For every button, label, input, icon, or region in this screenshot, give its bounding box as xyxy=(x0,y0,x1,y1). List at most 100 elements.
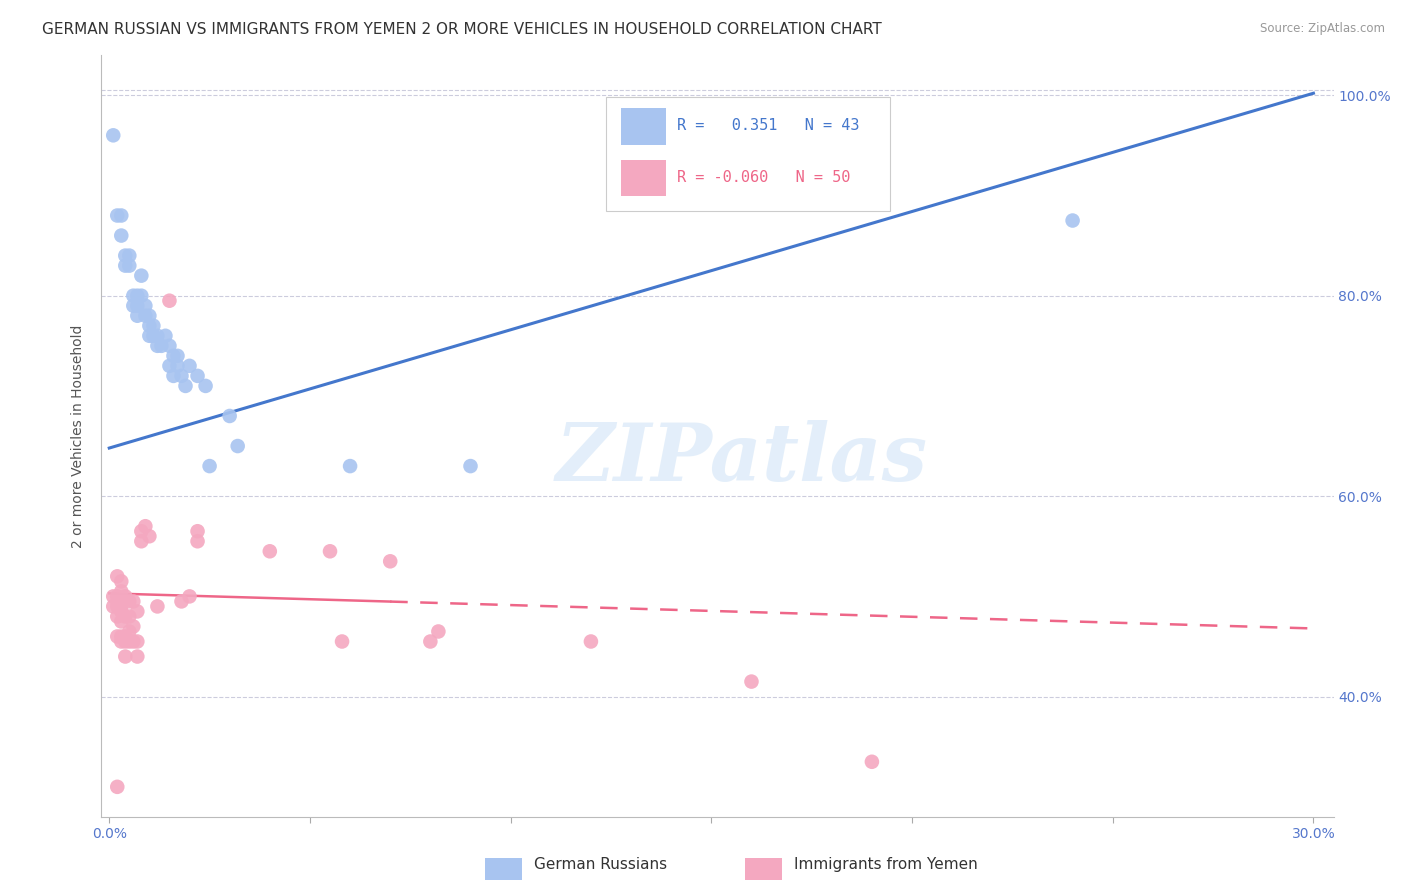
Text: Source: ZipAtlas.com: Source: ZipAtlas.com xyxy=(1260,22,1385,36)
Point xyxy=(259,544,281,558)
Point xyxy=(179,359,201,373)
Point xyxy=(103,599,125,614)
Point xyxy=(114,630,136,644)
Point xyxy=(419,634,441,648)
Point xyxy=(105,590,128,604)
Point xyxy=(114,649,136,664)
Point xyxy=(131,268,153,283)
Point xyxy=(218,409,240,423)
Point xyxy=(114,609,136,624)
Point xyxy=(105,609,128,624)
Point xyxy=(187,368,209,383)
Point xyxy=(118,594,141,608)
Point xyxy=(142,318,165,333)
Point xyxy=(319,544,342,558)
Point xyxy=(166,349,188,363)
FancyBboxPatch shape xyxy=(621,109,665,145)
Point xyxy=(114,249,136,263)
Point xyxy=(138,309,160,323)
Point xyxy=(110,228,132,243)
Point xyxy=(155,328,177,343)
Point xyxy=(131,534,153,549)
Point xyxy=(122,299,145,313)
Point xyxy=(740,674,762,689)
Point xyxy=(427,624,450,639)
Point xyxy=(122,288,145,302)
Point xyxy=(860,755,883,769)
Point xyxy=(380,554,402,568)
Point xyxy=(118,259,141,273)
Point xyxy=(118,609,141,624)
Point xyxy=(170,368,193,383)
Point xyxy=(122,594,145,608)
Text: R = -0.060   N = 50: R = -0.060 N = 50 xyxy=(676,170,851,186)
FancyBboxPatch shape xyxy=(621,160,665,196)
Point xyxy=(150,339,173,353)
Point xyxy=(142,328,165,343)
Point xyxy=(118,249,141,263)
Point xyxy=(138,318,160,333)
Point xyxy=(122,619,145,633)
Point xyxy=(159,293,181,308)
Point xyxy=(330,634,353,648)
Point xyxy=(226,439,249,453)
Point xyxy=(114,634,136,648)
Text: German Russians: German Russians xyxy=(534,857,668,872)
Text: R =   0.351   N = 43: R = 0.351 N = 43 xyxy=(676,119,859,134)
Point xyxy=(105,780,128,794)
Point xyxy=(138,529,160,543)
Point xyxy=(110,584,132,599)
Point xyxy=(105,594,128,608)
Point xyxy=(187,524,209,539)
Point xyxy=(166,359,188,373)
Point xyxy=(114,259,136,273)
FancyBboxPatch shape xyxy=(606,97,890,211)
Text: ZIPatlas: ZIPatlas xyxy=(555,420,928,498)
Point xyxy=(146,599,169,614)
Point xyxy=(138,328,160,343)
Point xyxy=(114,590,136,604)
Point xyxy=(103,128,125,143)
Point xyxy=(187,534,209,549)
Point xyxy=(127,604,149,618)
Text: GERMAN RUSSIAN VS IMMIGRANTS FROM YEMEN 2 OR MORE VEHICLES IN HOUSEHOLD CORRELAT: GERMAN RUSSIAN VS IMMIGRANTS FROM YEMEN … xyxy=(42,22,882,37)
Point xyxy=(159,339,181,353)
Point xyxy=(162,349,184,363)
Point xyxy=(174,379,197,393)
Point xyxy=(146,328,169,343)
Point xyxy=(179,590,201,604)
Point xyxy=(134,309,156,323)
Point xyxy=(103,590,125,604)
Point xyxy=(110,209,132,223)
Point xyxy=(579,634,602,648)
Point xyxy=(127,634,149,648)
Point xyxy=(1062,213,1084,227)
Point xyxy=(170,594,193,608)
Point xyxy=(110,634,132,648)
Point xyxy=(118,624,141,639)
Point xyxy=(131,524,153,539)
Point xyxy=(127,299,149,313)
Point xyxy=(460,459,482,474)
Point xyxy=(159,359,181,373)
Point xyxy=(110,615,132,629)
Point xyxy=(339,459,361,474)
Text: Immigrants from Yemen: Immigrants from Yemen xyxy=(794,857,979,872)
Point xyxy=(110,630,132,644)
Point xyxy=(134,299,156,313)
Point xyxy=(110,604,132,618)
Point xyxy=(127,309,149,323)
Point xyxy=(162,368,184,383)
Point xyxy=(198,459,221,474)
Point xyxy=(131,288,153,302)
Point xyxy=(127,288,149,302)
Point xyxy=(118,634,141,648)
Point xyxy=(194,379,217,393)
Point xyxy=(146,339,169,353)
Point xyxy=(122,634,145,648)
Point xyxy=(105,630,128,644)
Y-axis label: 2 or more Vehicles in Household: 2 or more Vehicles in Household xyxy=(72,325,86,548)
Point xyxy=(105,599,128,614)
Point xyxy=(134,519,156,533)
Point xyxy=(105,209,128,223)
